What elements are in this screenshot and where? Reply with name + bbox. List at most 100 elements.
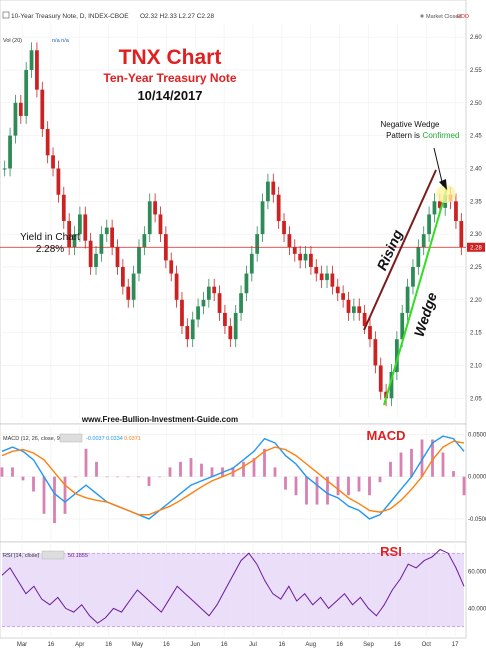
macd-value-1: -0.0037 [86,436,105,442]
macd-histogram-bar [273,467,277,477]
rsi-title: RSI [380,544,402,559]
signal-line [1,440,465,516]
header-checkbox[interactable] [2,11,10,19]
wedge-upper-line [363,169,437,331]
macd-settings-icon[interactable] [59,433,83,443]
macd-histogram-bar [11,467,14,477]
macd-tick-label: 0.0500 [468,432,486,438]
candle-body [88,240,93,267]
wedge-arrow-head [439,179,447,190]
x-tick-label: 16 [279,642,286,648]
macd-histogram-bar [74,476,77,478]
x-tick-label: 16 [105,642,112,648]
candle-body [72,234,77,248]
macd-histogram-bar [378,476,382,483]
candle-body [389,372,394,399]
candle-body [137,247,141,274]
macd-indicator-label: MACD (12, 26, close, 9) [3,436,62,442]
candle-body [335,286,340,294]
rsi-settings-icon[interactable] [41,550,65,560]
chart-title: TNX Chart [119,46,222,69]
candle-body [325,273,329,281]
candle-body [351,306,356,313]
candle-body [8,135,12,169]
candle-body [454,201,458,221]
candle-body [421,234,426,248]
macd-histogram-bar [116,476,119,478]
macd-histogram-bar [147,476,151,486]
candle-body [99,234,104,254]
x-tick-label: 16 [394,642,401,648]
candle-body [94,253,98,267]
macd-histogram-bar [336,476,340,496]
candle-body [18,102,23,116]
macd-histogram-bar [158,476,161,478]
candle-body [394,339,399,373]
macd-histogram-bar [126,476,130,478]
price-tick-label: 2.60 [470,35,482,41]
x-tick-label: Jun [190,642,200,648]
candle-body [260,201,265,235]
candle-body [266,181,270,202]
candle-body [180,299,184,327]
candle-body [126,286,131,300]
candle-body [362,312,367,327]
macd-histogram-bar [84,448,88,477]
candle-body [104,227,109,235]
macd-histogram-bar [462,476,466,496]
candle-body [40,89,45,130]
x-tick-label: Mar [17,642,27,648]
macd-panel [0,423,467,543]
x-tick-label: May [132,642,143,648]
macd-histogram-bar [32,476,35,492]
candle-body [51,155,55,169]
market-badge: EOD [457,14,469,20]
wedge-note-3: Confirmed [423,131,460,140]
candle-body [2,168,7,170]
candle-body [249,253,254,274]
symbol-line: 10-Year Treasury Note, D, INDEX-CBOE [11,13,129,20]
candle-body [56,168,61,195]
candle-body [373,339,378,366]
macd-histogram-bar [21,476,25,481]
price-tick-label: 2.20 [470,298,482,304]
macd-histogram-bar [410,448,413,477]
price-tick-label: 2.35 [470,199,482,205]
x-tick-label: 16 [163,642,170,648]
x-tick-label: Sep [363,642,374,648]
candle-body [303,253,308,261]
candle-body [153,201,157,215]
macd-tick-label: 0.0000 [468,475,486,481]
candle-body [212,286,217,294]
candle-body [405,286,410,313]
candle-body [411,266,415,287]
candle-body [309,253,313,267]
vol-value: n/a n/a [52,38,70,44]
candle-body [223,312,227,327]
candle-body [233,312,238,340]
macd-histogram-bar [210,467,214,477]
candle-body [228,326,233,340]
macd-histogram-bar [399,452,403,477]
candle-body [35,50,39,90]
macd-histogram-bar [63,476,67,514]
macd-line [1,435,465,520]
last-price-marker [467,242,485,252]
macd-histogram-bar [42,476,46,514]
chart-date: 10/14/2017 [137,88,202,103]
candle-body [400,312,405,340]
candle-body [115,247,120,267]
candle-body [271,181,276,195]
macd-histogram-bar [357,476,361,492]
macd-histogram-bar [105,476,109,478]
yield-label: Yield in Chart [20,232,80,243]
candle-body [29,50,34,70]
candle-body [319,273,324,281]
macd-tick-label: -0.0500 [468,517,486,523]
candle-body [298,253,303,261]
macd-histogram-bar [294,476,298,496]
candle-body [292,247,297,254]
macd-histogram-bar [452,471,455,477]
wedge-lower-line [383,187,448,406]
price-panel [0,0,467,425]
